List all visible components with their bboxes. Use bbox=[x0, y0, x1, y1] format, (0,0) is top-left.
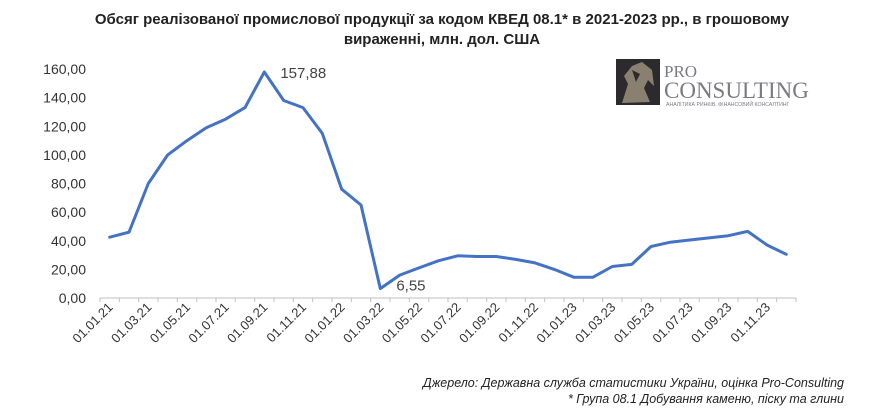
x-tick-label: 01.11.23 bbox=[727, 300, 773, 346]
series-line-group bbox=[108, 70, 788, 291]
x-tick-label: 01.09.21 bbox=[224, 300, 270, 346]
x-tick-label: 01.05.23 bbox=[611, 300, 657, 346]
source-note: Джерело: Державна служба статистики Укра… bbox=[422, 376, 844, 390]
data-labels: 157,88 6,55 bbox=[280, 65, 425, 295]
group-note: * Група 08.1 Добування каменю, піску та … bbox=[567, 392, 844, 406]
x-tick-label: 01.07.22 bbox=[417, 300, 463, 346]
x-tick-label: 01.09.22 bbox=[456, 300, 502, 346]
x-tick-label: 01.03.21 bbox=[108, 300, 154, 346]
x-tick-label: 01.11.21 bbox=[263, 300, 309, 346]
y-axis-ticks: 0,00 20,00 40,00 60,00 80,00 100,00 120,00 140,… bbox=[43, 61, 86, 306]
logo-tagline-text: АНАЛІТИКА РИНКІВ. ФІНАНСОВИЙ КОНСАЛТИНГ bbox=[666, 100, 790, 108]
series-line bbox=[108, 70, 788, 291]
chart-title-line2: вираженні, млн. дол. США bbox=[343, 31, 541, 48]
x-tick-label: 01.03.23 bbox=[572, 300, 618, 346]
x-tick-label: 01.07.21 bbox=[185, 300, 231, 346]
y-tick-label: 40,00 bbox=[51, 233, 86, 249]
y-tick-label: 0,00 bbox=[59, 290, 86, 306]
y-tick-label: 140,00 bbox=[43, 90, 86, 106]
x-tick-label: 01.03.22 bbox=[340, 300, 386, 346]
y-tick-label: 80,00 bbox=[51, 176, 86, 192]
logo-consulting-text: CONSULTING bbox=[664, 78, 809, 103]
x-tick-label: 01.09.23 bbox=[688, 300, 734, 346]
y-tick-label: 120,00 bbox=[43, 118, 86, 134]
x-tick-label: 01.07.23 bbox=[649, 300, 695, 346]
chart-title-line1: Обсяг реалізованої промислової продукції… bbox=[94, 11, 790, 28]
x-tick-label: 01.01.22 bbox=[301, 300, 347, 346]
logo-pro-text: PRO bbox=[664, 62, 697, 81]
pro-consulting-logo: PRO CONSULTING АНАЛІТИКА РИНКІВ. ФІНАНСО… bbox=[614, 58, 814, 108]
x-axis-ticks: 01.01.2101.03.2101.05.2101.07.2101.09.21… bbox=[69, 298, 797, 346]
x-tick-label: 01.01.23 bbox=[533, 300, 579, 346]
x-tick-label: 01.05.22 bbox=[379, 300, 425, 346]
chart-title: Обсяг реалізованої промислової продукції… bbox=[0, 10, 884, 50]
data-label: 6,55 bbox=[396, 278, 425, 295]
y-tick-label: 100,00 bbox=[43, 147, 86, 163]
chart-footer: Джерело: Державна служба статистики Укра… bbox=[423, 375, 844, 407]
x-tick-label: 01.05.21 bbox=[147, 300, 193, 346]
y-tick-label: 60,00 bbox=[51, 204, 86, 220]
x-tick-label: 01.11.22 bbox=[495, 300, 541, 346]
y-tick-label: 160,00 bbox=[43, 61, 86, 77]
horse-head-logo-icon: PRO CONSULTING АНАЛІТИКА РИНКІВ. ФІНАНСО… bbox=[616, 59, 809, 108]
y-tick-label: 20,00 bbox=[51, 261, 86, 277]
x-tick-label: 01.01.21 bbox=[69, 300, 115, 346]
data-label: 157,88 bbox=[280, 65, 326, 82]
